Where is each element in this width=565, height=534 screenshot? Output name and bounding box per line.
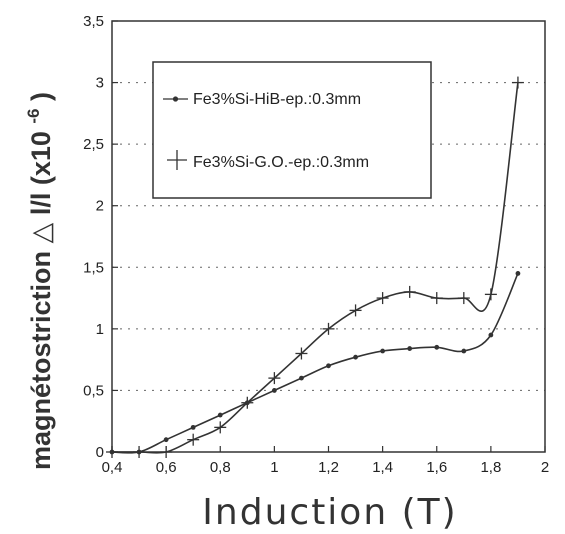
x-tick-label: 1,4 xyxy=(372,459,393,476)
y-tick-label: 1,5 xyxy=(83,259,104,276)
data-point-hib xyxy=(434,344,440,350)
x-tick-label: 1,2 xyxy=(318,459,339,476)
data-point-go xyxy=(187,433,200,446)
data-point-hib xyxy=(190,424,196,430)
y-tick-label: 3,5 xyxy=(83,13,104,30)
x-tick-label: 0,6 xyxy=(156,459,177,476)
data-point-go xyxy=(322,322,335,335)
delta-symbol: △ xyxy=(26,222,56,243)
y-axis-label-ratio: l/l (x10 xyxy=(26,131,56,215)
y-axis-label-close: ) xyxy=(26,92,56,101)
data-point-go xyxy=(214,421,227,434)
data-point-hib xyxy=(299,375,304,381)
x-tick-label: 0,4 xyxy=(102,459,123,476)
data-point-go xyxy=(349,304,362,317)
x-axis-label: Induction (T) xyxy=(202,492,457,533)
legend-label-go: Fe3%Si-G.O.-ep.:0.3mm xyxy=(193,154,369,171)
data-point-hib xyxy=(326,363,331,369)
y-tick-label: 2,5 xyxy=(83,136,104,153)
data-point-hib xyxy=(353,354,358,360)
legend-label-hib: Fe3%Si-HiB-ep.:0.3mm xyxy=(193,91,361,108)
data-point-hib xyxy=(488,332,494,338)
legend-item-go: Fe3%Si-G.O.-ep.:0.3mm xyxy=(167,150,369,171)
data-point-hib xyxy=(380,348,386,354)
x-tick-label: 2 xyxy=(541,459,549,476)
data-point-go xyxy=(403,285,416,298)
data-point-hib xyxy=(217,412,223,418)
y-axis-label: magnétostriction △ l/l (x10 -6 ) xyxy=(15,92,56,470)
y-axis-label-exponent: -6 xyxy=(24,108,43,123)
legend: Fe3%Si-HiB-ep.:0.3mm Fe3%Si-G.O.-ep.:0.3… xyxy=(152,61,432,199)
data-point-go xyxy=(268,372,281,385)
x-tick-label: 1 xyxy=(270,459,278,476)
data-point-go xyxy=(295,347,308,360)
y-tick-label: 0,5 xyxy=(83,382,104,399)
data-point-hib xyxy=(461,348,467,354)
data-point-go xyxy=(484,288,497,301)
data-point-go xyxy=(511,76,524,89)
series-line-hib xyxy=(111,273,519,454)
data-point-go xyxy=(430,292,443,305)
x-tick-label: 1,8 xyxy=(480,459,501,476)
legend-marker-dot xyxy=(172,96,179,102)
data-point-go xyxy=(376,292,389,305)
x-tick-label: 1,6 xyxy=(426,459,447,476)
y-tick-label: 3 xyxy=(96,75,104,92)
data-point-hib xyxy=(407,346,413,351)
y-tick-label: 2 xyxy=(96,198,104,215)
y-tick-label: 0 xyxy=(96,444,104,461)
x-tick-label: 0,8 xyxy=(210,459,231,476)
series-layer xyxy=(106,76,524,458)
data-point-go xyxy=(241,396,254,409)
legend-item-hib: Fe3%Si-HiB-ep.:0.3mm xyxy=(163,91,361,108)
legend-box xyxy=(152,61,432,199)
data-point-hib xyxy=(271,388,277,393)
data-point-go xyxy=(133,446,146,458)
y-axis-label-text: magnétostriction xyxy=(26,251,56,470)
y-tick-label: 1 xyxy=(96,321,104,338)
data-point-hib xyxy=(163,437,169,443)
data-point-go xyxy=(457,292,470,305)
axis-ticks: 0 0,5 1 1,5 2 2,5 3 3,5 0,4 0,6 0,8 1 1,2 1,4 1,6 1,8 2 xyxy=(83,13,549,476)
data-point-hib xyxy=(515,271,521,276)
